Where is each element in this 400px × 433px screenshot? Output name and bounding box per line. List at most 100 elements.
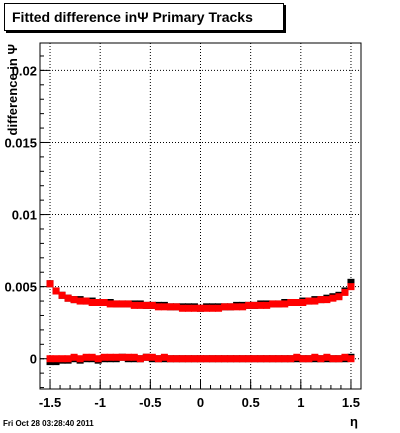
data-point — [178, 304, 186, 312]
data-point — [172, 355, 180, 363]
data-point — [160, 303, 168, 311]
data-point — [203, 355, 211, 363]
data-point — [124, 300, 132, 308]
data-point — [209, 304, 217, 312]
data-point — [106, 300, 114, 308]
y-tick-label: 0.02 — [12, 63, 37, 78]
data-point — [275, 355, 283, 363]
data-point — [329, 294, 337, 302]
data-point — [257, 355, 265, 363]
data-point — [275, 300, 283, 308]
x-tick-label: 1.5 — [342, 395, 360, 410]
y-tick-label: 0.015 — [4, 135, 37, 150]
data-point — [184, 355, 192, 363]
y-tick-label: 0.005 — [4, 280, 37, 295]
data-point — [112, 353, 120, 361]
data-point — [154, 303, 162, 311]
data-point — [142, 301, 150, 309]
x-tick-label: 1 — [297, 395, 304, 410]
data-point — [190, 304, 198, 312]
data-point — [251, 355, 259, 363]
data-point — [184, 304, 192, 312]
data-point — [166, 355, 174, 363]
x-tick-label: 0.5 — [242, 395, 260, 410]
data-point — [311, 353, 319, 361]
data-point — [239, 303, 247, 311]
data-point — [323, 296, 331, 304]
x-tick-label: -1 — [94, 395, 106, 410]
data-point — [148, 301, 156, 309]
data-point — [317, 355, 325, 363]
data-point — [215, 304, 223, 312]
data-point — [281, 300, 289, 308]
x-tick-label: -1.5 — [39, 395, 61, 410]
data-point — [281, 355, 289, 363]
data-point — [197, 304, 204, 312]
grid-lines — [40, 43, 361, 389]
data-point — [269, 355, 277, 363]
data-point — [88, 299, 96, 306]
data-point — [46, 280, 54, 288]
data-point — [263, 355, 271, 363]
y-tick-label: 0 — [30, 352, 37, 367]
data-point — [329, 355, 337, 363]
data-point — [347, 283, 355, 291]
data-point — [166, 303, 174, 311]
data-point — [130, 353, 138, 361]
data-point — [118, 353, 126, 361]
data-point — [76, 297, 84, 305]
data-point — [124, 353, 132, 361]
data-point — [76, 355, 84, 363]
data-point — [347, 278, 355, 286]
data-point — [335, 355, 343, 363]
data-point — [245, 301, 253, 309]
x-tick-label: -0.5 — [139, 395, 161, 410]
x-axis-label: η — [350, 414, 358, 429]
data-point — [154, 355, 162, 363]
data-point — [239, 355, 247, 363]
data-point — [269, 300, 277, 308]
data-point — [257, 301, 265, 309]
data-point — [100, 299, 108, 306]
data-point — [58, 355, 66, 363]
data-point — [70, 296, 78, 304]
y-tick-label: 0.01 — [12, 208, 37, 223]
x-tick-label: 0 — [197, 395, 204, 410]
data-point — [46, 355, 54, 363]
data-point — [136, 355, 144, 363]
timestamp-footer: Fri Oct 28 03:28:40 2011 — [3, 419, 94, 428]
data-point — [94, 355, 102, 363]
data-point — [233, 355, 241, 363]
data-point — [136, 301, 144, 309]
chart-title: Fitted difference inΨ Primary Tracks — [4, 3, 284, 31]
data-point — [221, 355, 229, 363]
data-point — [305, 355, 313, 363]
data-point — [293, 299, 301, 306]
data-point — [130, 301, 138, 309]
data-point — [305, 297, 313, 305]
data-point — [88, 353, 96, 361]
data-point — [245, 355, 253, 363]
data-point — [52, 355, 60, 363]
data-point — [317, 296, 325, 304]
data-point — [148, 353, 156, 361]
data-point — [160, 353, 168, 361]
data-point — [323, 353, 331, 361]
data-point — [209, 355, 217, 363]
data-point — [227, 355, 235, 363]
data-point — [100, 353, 108, 361]
data-point — [64, 294, 72, 302]
data-point — [287, 355, 295, 363]
chart-title-text: Fitted difference inΨ Primary Tracks — [12, 9, 253, 25]
x-axis-ticks: -1.5 -1 -0.5 0 0.5 1 1.5 — [39, 380, 360, 410]
data-point — [178, 355, 186, 363]
data-point — [106, 353, 114, 361]
data-point — [52, 287, 60, 295]
data-point — [233, 303, 241, 311]
data-point — [82, 353, 90, 361]
data-point — [221, 303, 229, 311]
data-point — [335, 293, 343, 301]
data-point — [58, 291, 66, 299]
data-point — [203, 304, 211, 312]
